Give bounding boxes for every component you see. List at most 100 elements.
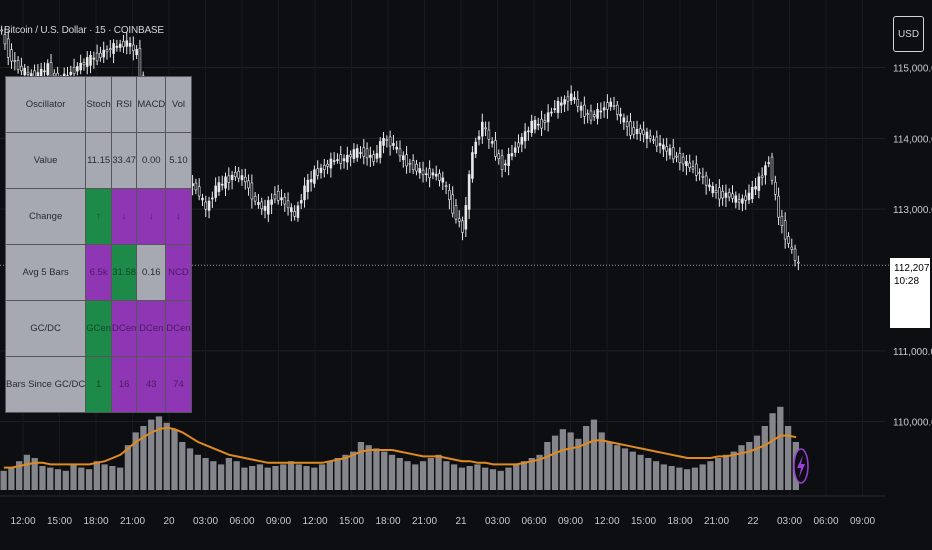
candle-body: [609, 101, 612, 107]
price-axis[interactable]: 115,000.00 114,000.00 113,000.00 111,000.00…: [893, 64, 932, 429]
volume-bar: [124, 445, 132, 490]
currency-button[interactable]: USD: [893, 16, 924, 52]
volume-bar: [373, 448, 380, 490]
candle-body: [10, 49, 13, 62]
candle-body: [589, 110, 593, 121]
volume-bar: [303, 466, 310, 490]
volume-bar: [715, 458, 722, 490]
candle-body: [303, 185, 306, 201]
candle-body: [563, 99, 566, 105]
volume-bar: [583, 426, 590, 490]
candle-body: [451, 194, 454, 214]
candle-body: [635, 128, 639, 135]
candle-body: [431, 172, 435, 176]
volume-moving-average: [3, 426, 797, 469]
flash-icon[interactable]: [793, 448, 809, 484]
candle-body: [737, 199, 741, 203]
candle-body: [441, 177, 445, 183]
candle-body: [701, 175, 705, 178]
time-tick-label: 09:00: [850, 516, 875, 527]
volume-bar: [738, 445, 745, 490]
volume-bar: [241, 467, 248, 490]
candle-body: [115, 45, 119, 48]
volume-bar: [575, 438, 582, 490]
flash-icon-bolt: [797, 455, 805, 478]
candle-body: [504, 163, 507, 166]
volume-bar: [140, 426, 147, 490]
candle-body: [346, 154, 349, 163]
time-tick-label: 21:00: [704, 516, 729, 527]
volume-bar: [342, 454, 349, 490]
candle-body: [72, 66, 76, 75]
candle-body: [276, 190, 280, 201]
candle-body: [13, 60, 17, 62]
volume-bar: [544, 442, 551, 490]
symbol-title[interactable]: Bitcoin / U.S. Dollar · 15 · COINBASE: [4, 25, 164, 36]
volume-bar: [466, 466, 473, 490]
oscillator-cell: 33.47: [111, 132, 138, 189]
time-axis[interactable]: 12:00 15:00 18:00 21:00 20 03:00 06:00 09:00 12:…: [0, 495, 885, 527]
volume-bar: [746, 442, 753, 490]
candle-body: [484, 127, 487, 130]
candle-body: [418, 168, 422, 174]
candle-body: [20, 65, 23, 72]
time-tick-label: 12:00: [10, 516, 35, 527]
candle-body: [787, 236, 790, 244]
candle-body: [645, 131, 649, 139]
volume-bar: [295, 464, 302, 490]
candle-body: [793, 248, 797, 261]
volume-bar: [435, 454, 442, 490]
oscillator-cell: 1: [85, 356, 113, 413]
candle-body: [675, 155, 678, 158]
candle-body: [662, 144, 665, 150]
oscillator-row: Change ↑ ↓ ↓ ↓: [4, 188, 192, 245]
oscillator-cell: ↓: [136, 188, 167, 245]
candle-body: [267, 200, 270, 215]
candle-body: [602, 107, 606, 111]
candle-body: [490, 141, 494, 144]
volume-bar: [70, 464, 77, 490]
candle-body: [339, 154, 343, 164]
oscillator-row-label: Avg 5 Bars: [4, 244, 87, 301]
candle-body: [510, 153, 514, 157]
oscillator-cell: DCen: [165, 300, 192, 357]
time-tick-label: 09:00: [558, 516, 583, 527]
candle-body: [260, 201, 264, 210]
candle-body: [750, 187, 754, 200]
volume-bar: [621, 448, 629, 490]
time-tick-label: 18:00: [667, 516, 692, 527]
candle-body: [704, 175, 708, 186]
candle-body: [293, 211, 296, 217]
volume-bar: [412, 464, 419, 490]
volume-bar: [85, 469, 93, 490]
volume-bar: [652, 461, 660, 490]
candle-body: [362, 147, 366, 157]
candle-body: [392, 143, 395, 146]
candle-body: [214, 185, 217, 198]
candle-body: [757, 176, 761, 191]
candle-body: [497, 153, 501, 159]
candle-body: [234, 172, 237, 178]
candle-body: [355, 148, 359, 158]
candle-body: [369, 154, 372, 158]
candle-body: [583, 104, 586, 117]
time-tick-label: 18:00: [375, 516, 400, 527]
candle-body: [319, 167, 323, 173]
candle-body: [760, 175, 764, 179]
oscillator-cell: ↑: [85, 188, 113, 245]
candle-body: [408, 162, 412, 165]
volume-bar: [528, 458, 535, 490]
candle-body: [767, 162, 771, 164]
candle-body: [579, 105, 583, 111]
candle-body: [69, 71, 73, 75]
volume-bar: [777, 406, 784, 490]
candle-body: [658, 143, 662, 146]
oscillator-cell: 6.5k: [85, 244, 113, 301]
candle-body: [596, 109, 599, 119]
time-tick-label: 15:00: [339, 516, 364, 527]
oscillator-row: Avg 5 Bars 6.5k 31.58 0.16 NCD: [4, 244, 192, 301]
candle-body: [306, 179, 310, 192]
candle-body: [727, 192, 731, 198]
candle-body: [741, 198, 744, 204]
